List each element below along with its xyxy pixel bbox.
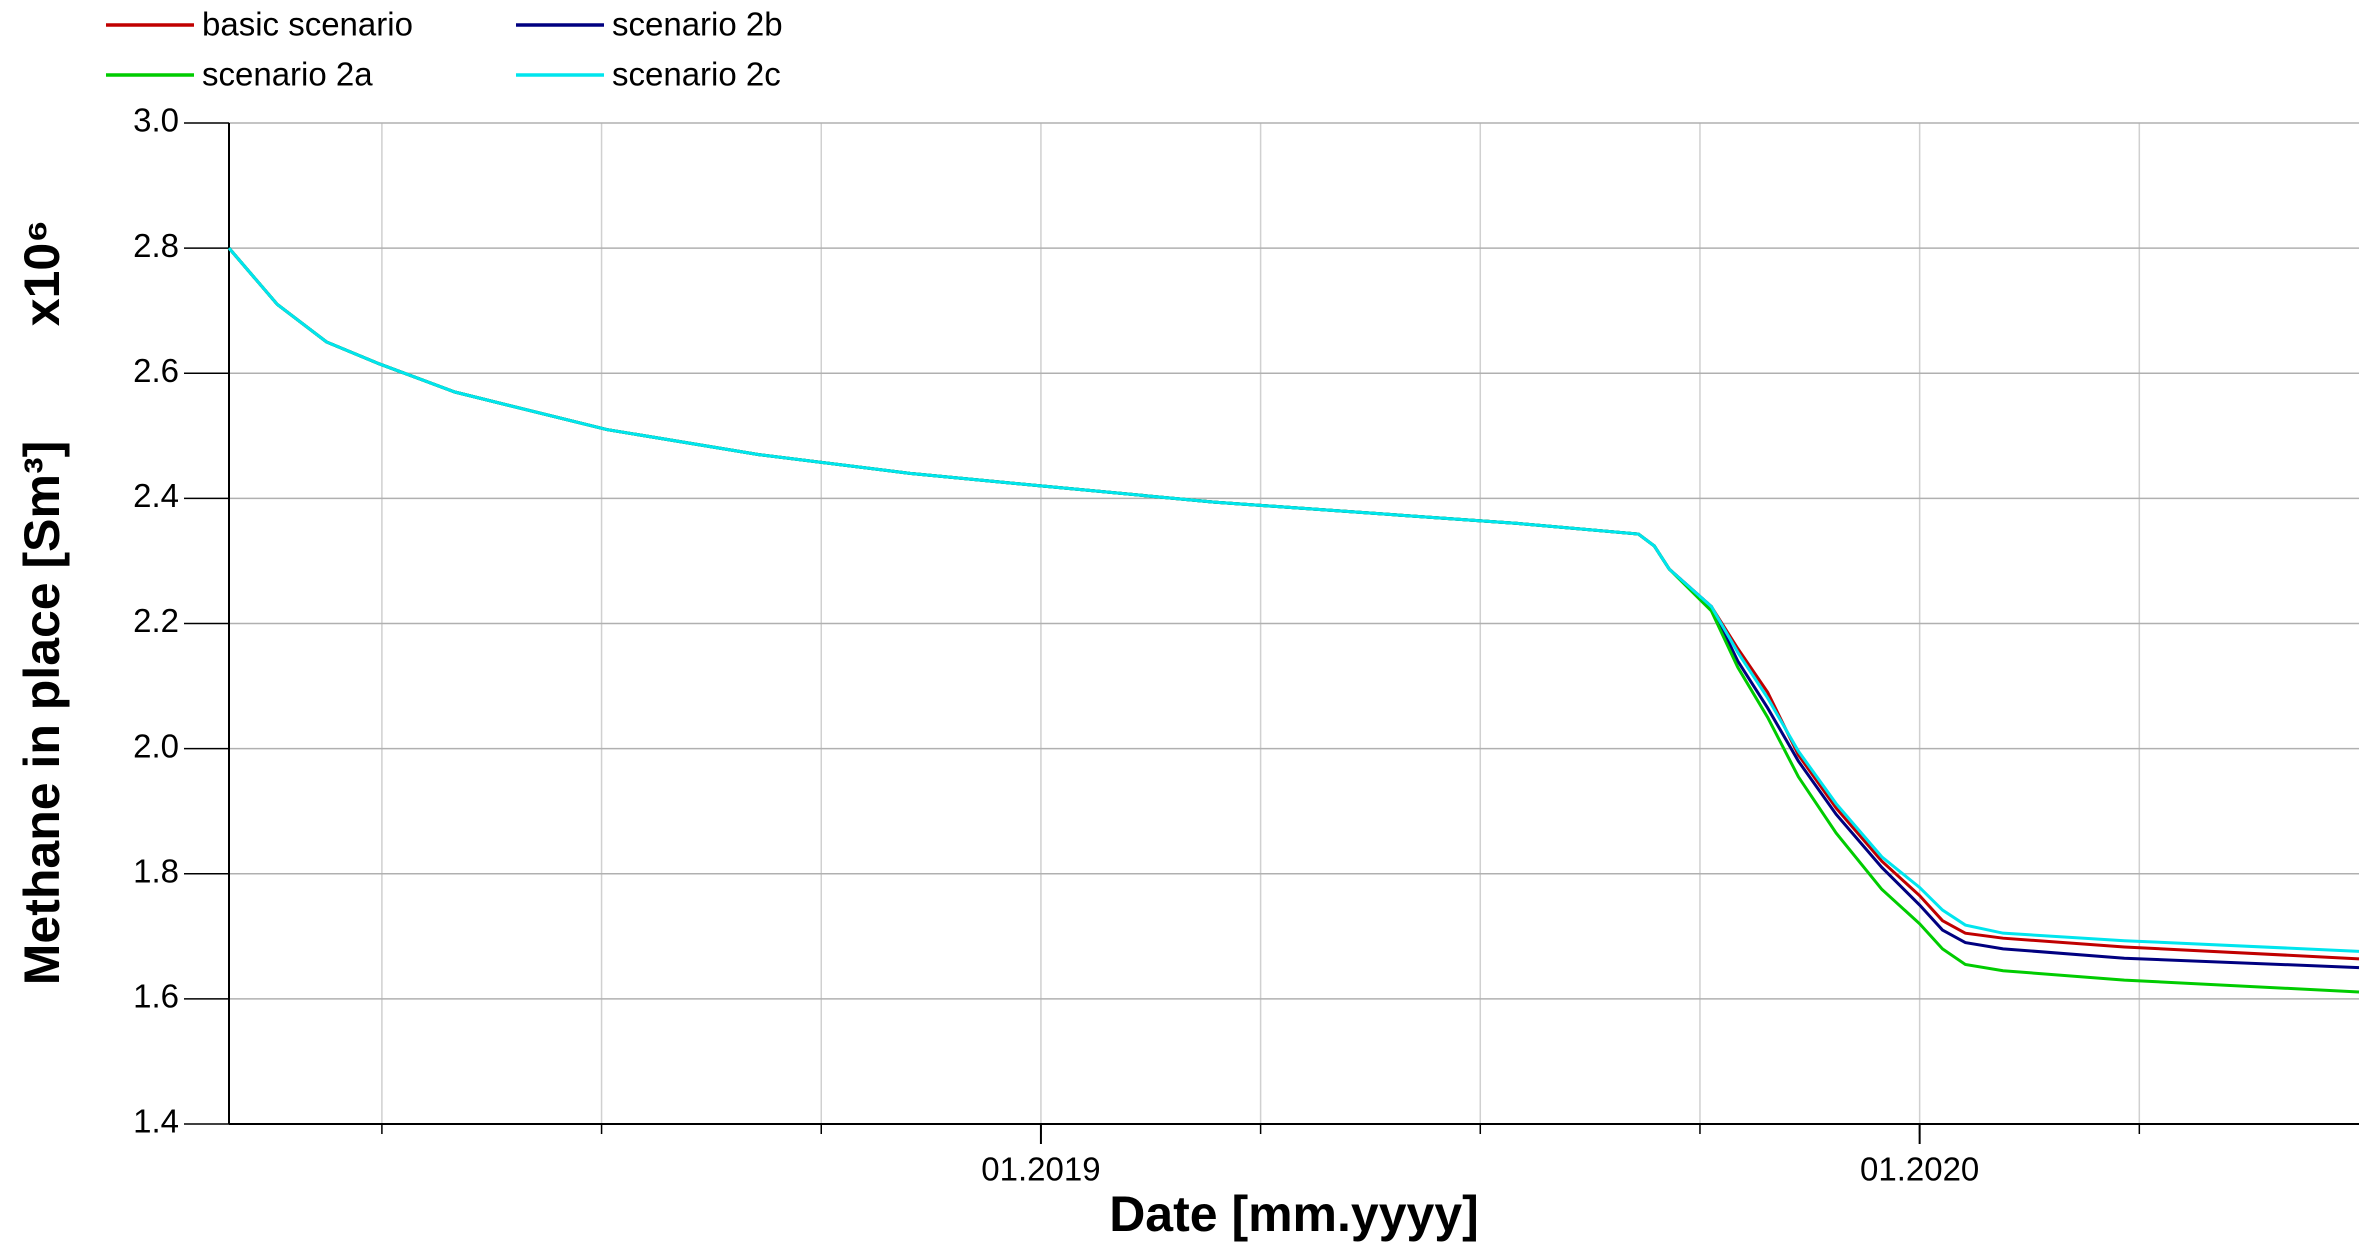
legend-label: scenario 2a <box>202 56 373 93</box>
y-tick-label: 2.6 <box>133 352 179 389</box>
y-axis-scale: x10⁶ <box>14 220 70 326</box>
y-tick-label: 2.8 <box>133 227 179 264</box>
series-line <box>227 247 2360 994</box>
legend-label: basic scenario <box>202 6 413 43</box>
series-line <box>227 247 2360 953</box>
x-tick-label: 01.2019 <box>981 1151 1100 1188</box>
y-tick-label: 2.2 <box>133 602 179 639</box>
legend-label: scenario 2c <box>612 56 781 93</box>
y-axis-title: Methane in place [Sm³] <box>14 441 70 986</box>
legend-label: scenario 2b <box>612 6 783 43</box>
y-tick-label: 1.6 <box>133 978 179 1015</box>
y-tick-label: 1.4 <box>133 1103 179 1140</box>
y-tick-label: 3.0 <box>133 102 179 139</box>
y-tick-label: 2.0 <box>133 727 179 764</box>
y-tick-label: 2.4 <box>133 477 179 514</box>
x-tick-label: 01.2020 <box>1860 1151 1979 1188</box>
x-axis-title: Date [mm.yyyy] <box>1109 1186 1479 1242</box>
series-line <box>227 247 2360 970</box>
y-tick-label: 1.8 <box>133 852 179 889</box>
series-line <box>227 247 2360 961</box>
